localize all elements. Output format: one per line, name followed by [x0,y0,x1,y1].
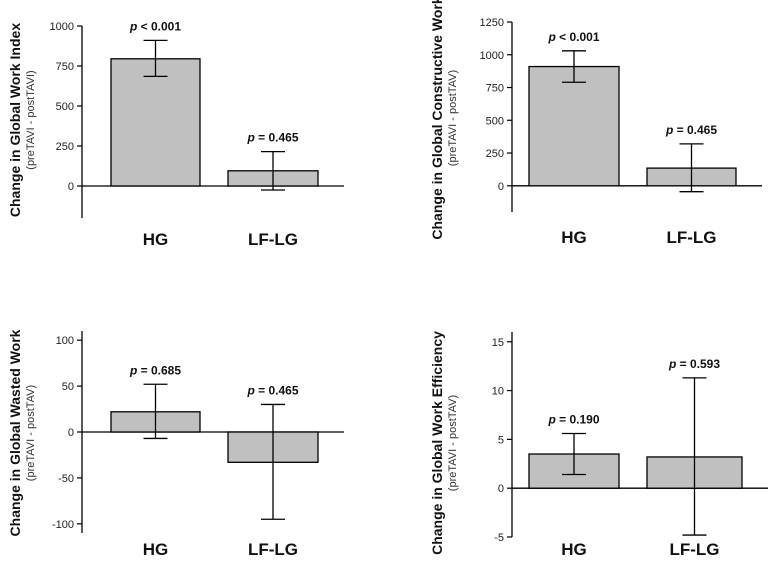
p-value-label: p = 0.685 [129,363,181,377]
y-axis-title: Change in Global Work Index [7,23,23,217]
chart-panel-1: 0 250 500 750 1000 p < 0.001 HG p = 0.465 LF-LG C… [7,19,344,249]
category-label: HG [143,230,169,249]
chart-panel-4: -5 0 5 10 15 p = 0.190 HG p = 0.593 LF-LG Change … [429,331,768,559]
chart-panel-3: -100 -50 0 50 100 p = 0.685 HG p = 0.465 LF-LG Ch… [7,329,344,559]
y-tick-label: 250 [486,148,504,160]
y-tick-label: 0 [498,483,504,495]
category-label: HG [561,540,587,559]
y-tick-label: 500 [486,115,504,127]
y-tick-label: -50 [58,473,74,485]
y-tick-label: 50 [62,381,74,393]
category-label: LF-LG [669,540,719,559]
y-tick-label: 750 [56,61,74,73]
y-tick-label: 0 [68,181,74,193]
p-value-label: p = 0.465 [246,131,298,145]
y-axis-subtitle: (preTAVI - postTAV) [447,70,459,166]
p-value-label: p = 0.465 [665,123,717,137]
bar-hg [110,58,201,187]
y-tick-label: 0 [498,181,504,193]
y-axis-subtitle: (preTAVI - postTAV) [25,385,37,481]
y-tick-label: 15 [492,337,504,349]
category-label: LF-LG [248,540,298,559]
y-axis-subtitle: (preTAVI - postTAV) [447,395,459,491]
y-axis-title: Change in Global Work Efficiency [429,331,445,555]
y-tick-label: 1000 [480,50,504,62]
category-label: HG [143,540,169,559]
y-tick-label: 1250 [480,17,504,29]
y-axis-title: Change in Global Constructive Work [429,0,445,240]
y-tick-label: 100 [56,335,74,347]
y-tick-label: -100 [52,519,74,531]
y-axis-title: Change in Global Wasted Work [7,329,23,536]
y-tick-label: 0 [68,427,74,439]
category-label: LF-LG [666,228,716,247]
p-value-label: p = 0.465 [246,383,298,397]
category-label: HG [561,228,587,247]
p-value-label: p < 0.001 [129,19,181,33]
y-tick-label: 750 [486,83,504,95]
y-tick-label: 1000 [50,21,74,33]
y-tick-label: -5 [494,532,504,544]
y-axis-subtitle: (preTAVI - postTAVI) [25,70,37,169]
y-tick-label: 250 [56,141,74,153]
bar-hg [528,65,620,187]
chart-panel-2: 0 250 500 750 1000 1250 p < 0.001 HG p = 0.465 LF… [429,0,762,247]
y-tick-label: 500 [56,101,74,113]
p-value-label: p = 0.593 [668,357,720,371]
p-value-label: p < 0.001 [547,30,599,44]
p-value-label: p = 0.190 [547,413,599,427]
category-label: LF-LG [248,230,298,249]
y-tick-label: 10 [492,386,504,398]
y-tick-label: 5 [498,434,504,446]
